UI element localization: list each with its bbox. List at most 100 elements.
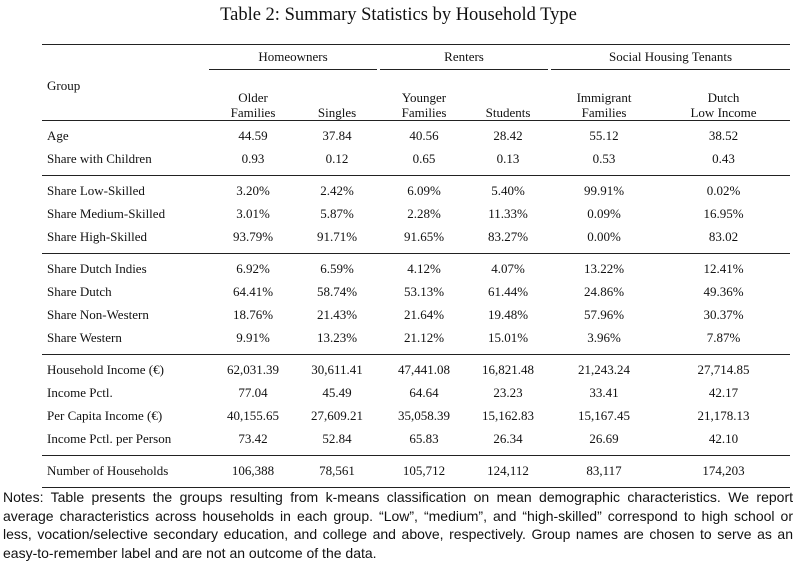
group-header-homeowners: Homeowners [209, 44, 378, 70]
table-cell: 16,821.48 [482, 362, 535, 377]
table-cell: 21.12% [403, 330, 445, 345]
table-cell: 0.43 [712, 151, 735, 166]
table-cell: 73.42 [238, 431, 268, 446]
table-cell: 15,167.45 [578, 408, 631, 423]
table-row: Share High-Skilled 93.79% 91.71% 91.65% 83.2… [42, 226, 790, 254]
group-header-row: Homeowners Renters Social Housing Tenant… [42, 44, 791, 70]
table-cell: 78,561 [319, 463, 355, 478]
table-cell: 65.83 [409, 431, 439, 446]
row-label: Age [47, 128, 69, 143]
table-cell: 28.42 [493, 128, 523, 143]
row-label: Share Dutch Indies [47, 261, 147, 276]
table-cell: 27,609.21 [311, 408, 363, 423]
table-cell: 6.09% [407, 183, 441, 198]
table-cell: 6.59% [320, 261, 354, 276]
table-cell: 18.76% [232, 307, 274, 322]
table-cell: 30.37% [703, 307, 744, 322]
table-cell: 11.33% [488, 206, 528, 221]
subgroup-younger-families: Younger Families [401, 89, 447, 120]
table-cell: 0.09% [587, 206, 621, 221]
row-label: Income Pctl. [47, 385, 113, 400]
table-cell: 62,031.39 [227, 362, 279, 377]
table-cell: 23.23 [493, 385, 523, 400]
table-cell: 16.95% [703, 206, 744, 221]
table-title: Table 2: Summary Statistics by Household… [220, 5, 577, 25]
table-row: Share Non-Western 18.76% 21.43% 21.64% 19.48… [42, 304, 790, 327]
row-label: Share with Children [47, 151, 152, 166]
table-cell: 45.49 [322, 385, 352, 400]
table-cell: 0.13 [496, 151, 520, 166]
table-cell: 91.65% [403, 229, 445, 244]
table-cell: 37.84 [322, 128, 352, 143]
summary-statistics-table: Homeowners Renters Social Housing Tenant… [42, 44, 791, 488]
table-cell: 3.96% [587, 330, 621, 345]
table-cell: 0.12 [325, 151, 349, 166]
table-cell: 13.23% [316, 330, 358, 345]
table-cell: 174,203 [702, 463, 745, 478]
table-cell: 49.36% [703, 284, 744, 299]
table-cell: 5.40% [491, 183, 525, 198]
table-cell: 47,441.08 [398, 362, 451, 377]
table-cell: 124,112 [487, 463, 529, 478]
table-cell: 40,155.65 [227, 408, 279, 423]
table-row: Income Pctl. per Person 73.42 52.84 65.83 26… [42, 428, 790, 456]
table-row: Share with Children 0.93 0.12 0.65 0.13 0.53 0… [42, 148, 790, 176]
row-label: Share High-Skilled [47, 229, 148, 244]
subgroup-header-row: Group Older Families Singles Younger Famil… [42, 70, 790, 121]
table-cell: 26.69 [589, 431, 619, 446]
table-row: Share Medium-Skilled 3.01% 5.87% 2.28% 11.33… [42, 203, 790, 226]
table-cell: 106,388 [231, 463, 275, 478]
table-cell: 33.41 [589, 385, 619, 400]
group-header-social-housing: Social Housing Tenants [551, 44, 791, 70]
table-cell: 15.01% [487, 330, 529, 345]
row-label: Household Income (€) [47, 362, 164, 377]
table-cell: 13.22% [583, 261, 625, 276]
row-label: Share Non-Western [47, 307, 149, 322]
table-body: Age 44.59 37.84 40.56 28.42 55.12 38.52 Share w… [42, 120, 791, 487]
row-label: Share Western [47, 330, 122, 345]
table-cell: 0.53 [592, 151, 616, 166]
table-cell: 0.00% [587, 229, 621, 244]
table-cell: 21.64% [403, 307, 445, 322]
row-label: Share Low-Skilled [47, 183, 145, 198]
table-cell: 30,611.41 [311, 362, 363, 377]
table-cell: 0.93 [241, 151, 265, 166]
table-row: Share Dutch 64.41% 58.74% 53.13% 61.44% 24.86… [42, 281, 790, 304]
table-row: Share Western 9.91% 13.23% 21.12% 15.01% 3.96… [42, 327, 790, 355]
table-cell: 44.59 [238, 128, 268, 143]
table-cell: 93.79% [232, 229, 274, 244]
table-cell: 5.87% [320, 206, 354, 221]
table-cell: 38.52 [708, 128, 739, 143]
table-cell: 0.02% [706, 183, 741, 198]
row-label: Share Medium-Skilled [47, 206, 166, 221]
row-label: Share Dutch [47, 284, 112, 299]
subgroup-singles: Singles [317, 104, 357, 120]
table-row: Per Capita Income (€) 40,155.65 27,609.21 3… [42, 405, 790, 428]
subgroup-immigrant-families: Immigrant Families [576, 89, 632, 120]
table-cell: 53.13% [403, 284, 445, 299]
table-cell: 55.12 [589, 128, 619, 143]
table-cell: 91.71% [316, 229, 358, 244]
row-label: Per Capita Income (€) [47, 408, 163, 423]
table-cell: 83.27% [487, 229, 529, 244]
table-cell: 64.64 [409, 385, 439, 400]
table-cell: 21,178.13 [697, 408, 750, 423]
table-cell: 21.43% [316, 307, 358, 322]
table-cell: 9.91% [236, 330, 270, 345]
table-cell: 21,243.24 [578, 362, 631, 377]
subgroup-older-families: Older Families [230, 89, 276, 120]
table-cell: 4.12% [407, 261, 441, 276]
table-cell: 35,058.39 [398, 408, 451, 423]
table-row: Share Low-Skilled 3.20% 2.42% 6.09% 5.40% 99.… [42, 175, 791, 203]
table-cell: 3.01% [236, 206, 270, 221]
table-cell: 24.86% [583, 284, 625, 299]
table-cell: 4.07% [491, 261, 525, 276]
table-cell: 52.84 [322, 431, 352, 446]
table-cell: 0.65 [412, 151, 436, 166]
row-label-header: Group [47, 77, 81, 93]
table-cell: 19.48% [487, 307, 529, 322]
group-header-renters: Renters [380, 44, 549, 70]
table-row: Age 44.59 37.84 40.56 28.42 55.12 38.52 [42, 120, 791, 148]
table-row: Household Income (€) 62,031.39 30,611.41 47… [42, 354, 791, 382]
table-row: Income Pctl. 77.04 45.49 64.64 23.23 33.41 42.… [42, 382, 790, 405]
